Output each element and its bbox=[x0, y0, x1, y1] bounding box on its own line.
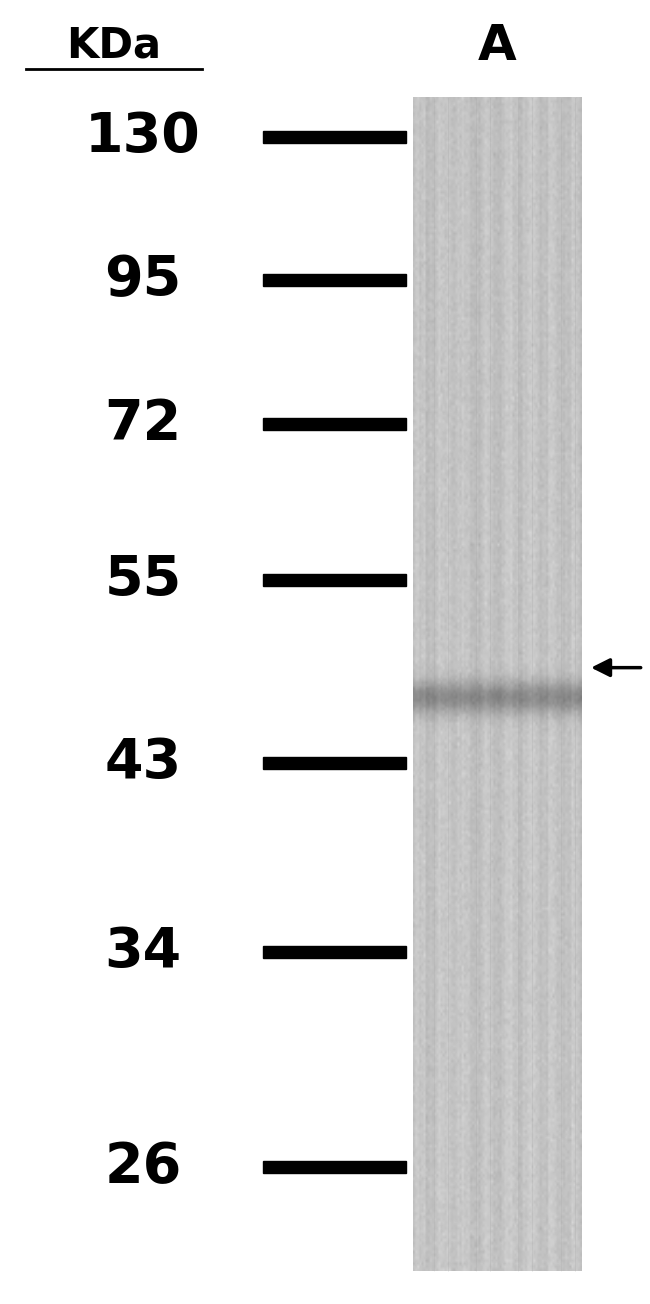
Text: 72: 72 bbox=[105, 396, 181, 451]
Bar bbox=[263, 274, 406, 286]
Text: 26: 26 bbox=[104, 1140, 182, 1194]
Text: 130: 130 bbox=[85, 110, 201, 164]
Text: 55: 55 bbox=[105, 553, 181, 608]
Bar bbox=[263, 947, 406, 957]
Text: KDa: KDa bbox=[66, 25, 161, 67]
Text: A: A bbox=[478, 22, 517, 69]
Text: 95: 95 bbox=[105, 253, 181, 308]
Bar bbox=[263, 417, 406, 429]
Bar bbox=[263, 574, 406, 585]
Bar bbox=[263, 756, 406, 769]
Text: 43: 43 bbox=[105, 735, 181, 790]
Bar bbox=[263, 130, 406, 143]
Bar bbox=[263, 1162, 406, 1174]
Text: 34: 34 bbox=[105, 925, 181, 979]
